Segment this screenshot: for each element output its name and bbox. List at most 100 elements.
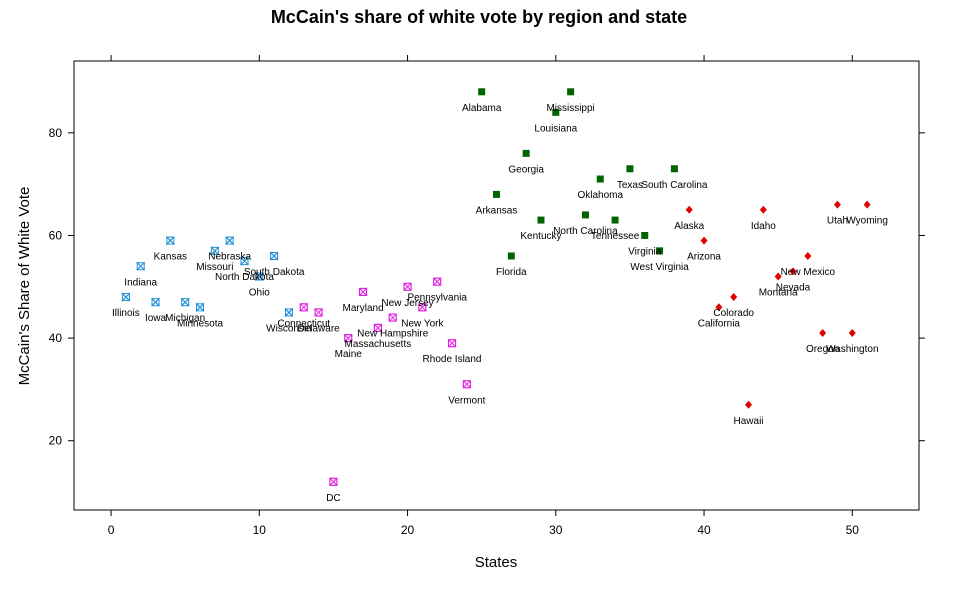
data-points — [121, 88, 871, 486]
data-point — [299, 303, 308, 312]
data-point — [447, 339, 457, 348]
point-label: Colorado — [713, 308, 754, 319]
data-point — [269, 251, 279, 261]
data-point — [254, 272, 264, 281]
x-tick-label: 30 — [549, 523, 563, 537]
point-label: Mississippi — [546, 103, 594, 114]
data-point — [833, 200, 841, 209]
data-point — [462, 380, 471, 389]
data-point — [418, 303, 427, 312]
y-tick-label: 80 — [49, 126, 63, 140]
data-point — [180, 297, 190, 307]
y-tick-label: 20 — [49, 434, 63, 448]
data-point — [373, 323, 383, 332]
data-point — [329, 477, 338, 486]
y-axis-label: McCain's Share of White Vote — [16, 187, 33, 386]
point-label: Maine — [335, 349, 363, 360]
point-label: Iowa — [145, 313, 167, 324]
point-label: Utah — [827, 216, 848, 227]
point-label: North Carolina — [553, 226, 618, 237]
data-point — [121, 292, 131, 302]
data-point — [745, 400, 753, 409]
point-label: Tennessee — [591, 231, 640, 242]
point-label: Georgia — [508, 164, 544, 175]
point-label: Indiana — [124, 277, 157, 288]
data-point — [804, 251, 812, 260]
point-label: Oklahoma — [577, 190, 623, 201]
point-label: Alaska — [674, 221, 704, 232]
x-tick-label: 40 — [697, 523, 711, 537]
data-point — [611, 216, 619, 224]
point-label: Minnesota — [177, 318, 224, 329]
data-point — [848, 328, 856, 337]
point-label: Arizona — [687, 252, 721, 263]
point-label: Washington — [826, 344, 878, 355]
point-label: Alabama — [462, 103, 502, 114]
point-label: Connecticut — [277, 318, 330, 329]
data-point — [493, 190, 500, 198]
data-point — [240, 256, 249, 266]
data-point — [567, 88, 575, 96]
data-point — [641, 231, 649, 239]
data-point — [656, 247, 664, 255]
point-label: Pennsylvania — [407, 293, 467, 304]
data-point — [789, 267, 797, 276]
point-labels: Illinois Indiana Iowa Kansas MichiganMinneso… — [112, 103, 888, 504]
point-label: South Dakota — [244, 267, 305, 278]
point-label: Maryland — [343, 303, 384, 314]
point-label: Missouri — [196, 262, 233, 273]
point-label: Oregon — [806, 344, 839, 355]
data-point — [433, 277, 442, 286]
x-tick-label: 10 — [253, 523, 267, 537]
data-point — [388, 313, 397, 322]
data-point — [314, 308, 323, 317]
data-point — [730, 293, 738, 302]
point-label: South Carolina — [641, 180, 708, 191]
point-label: New Hampshire — [357, 329, 429, 340]
data-point — [507, 252, 515, 260]
point-label: Texas — [617, 180, 643, 191]
point-label: Rhode Island — [423, 354, 482, 365]
data-point — [552, 108, 560, 116]
point-label: Arkansas — [476, 205, 518, 216]
data-point — [715, 303, 723, 312]
y-tick-label: 40 — [49, 331, 63, 345]
data-point — [626, 165, 634, 173]
x-tick-label: 50 — [846, 523, 860, 537]
point-label: Delaware — [297, 323, 340, 334]
x-axis-label: States — [475, 554, 518, 571]
data-point — [225, 236, 235, 246]
y-tick-label: 60 — [49, 228, 63, 242]
point-label: Kansas — [154, 252, 187, 263]
chart-title: McCain's share of white vote by region a… — [271, 7, 687, 27]
point-label: New Jersey — [381, 298, 433, 309]
point-label: Vermont — [448, 395, 485, 406]
point-label: Idaho — [751, 221, 776, 232]
data-point — [403, 282, 412, 291]
data-point — [819, 328, 827, 337]
point-label: Michigan — [165, 313, 205, 324]
data-point — [759, 205, 767, 214]
data-point — [284, 308, 294, 317]
data-point — [344, 333, 353, 343]
data-point — [210, 246, 220, 256]
data-point — [700, 236, 708, 245]
data-point — [537, 216, 545, 224]
point-label: Louisiana — [534, 123, 577, 134]
data-point — [151, 297, 160, 307]
point-label: Nevada — [776, 282, 811, 293]
point-label: California — [698, 318, 741, 329]
point-label: Wisconsin — [266, 323, 312, 334]
x-tick-label: 20 — [401, 523, 415, 537]
data-point — [670, 165, 678, 173]
data-point — [195, 302, 205, 312]
data-point — [522, 149, 530, 157]
data-point — [581, 211, 589, 219]
point-label: Ohio — [249, 288, 271, 299]
point-label: Kentucky — [520, 231, 561, 242]
point-label: Illinois — [112, 308, 140, 319]
point-label: North Dakota — [215, 272, 274, 283]
point-label: Nebraska — [208, 252, 251, 263]
data-point — [774, 272, 782, 281]
